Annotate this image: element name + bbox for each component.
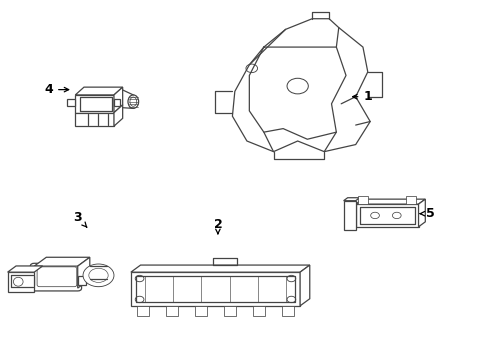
Ellipse shape	[13, 277, 23, 286]
Polygon shape	[67, 99, 75, 106]
Polygon shape	[232, 19, 369, 152]
Bar	[406, 196, 415, 204]
Polygon shape	[78, 276, 86, 284]
Polygon shape	[8, 266, 42, 272]
Polygon shape	[34, 266, 78, 288]
Polygon shape	[75, 113, 114, 126]
Ellipse shape	[128, 95, 138, 108]
Polygon shape	[300, 265, 309, 306]
Text: 1: 1	[352, 90, 371, 103]
Bar	[224, 306, 235, 316]
Bar	[253, 306, 264, 316]
Polygon shape	[114, 87, 122, 113]
Polygon shape	[114, 99, 120, 106]
Ellipse shape	[92, 279, 104, 287]
Ellipse shape	[92, 268, 104, 274]
Polygon shape	[131, 272, 300, 306]
Polygon shape	[355, 199, 425, 204]
Bar	[166, 306, 178, 316]
Polygon shape	[114, 105, 122, 126]
Text: 5: 5	[419, 207, 434, 220]
Text: 4: 4	[44, 83, 68, 96]
Bar	[282, 306, 293, 316]
Polygon shape	[34, 257, 90, 266]
FancyBboxPatch shape	[30, 263, 81, 291]
Ellipse shape	[92, 273, 104, 280]
Polygon shape	[418, 199, 425, 227]
Polygon shape	[75, 87, 122, 95]
Bar	[195, 306, 206, 316]
Polygon shape	[343, 198, 359, 201]
Bar	[137, 306, 148, 316]
Text: 3: 3	[73, 211, 87, 227]
Polygon shape	[75, 95, 114, 113]
Text: 2: 2	[213, 218, 222, 234]
Polygon shape	[8, 272, 34, 292]
Polygon shape	[26, 276, 34, 284]
Polygon shape	[343, 201, 355, 230]
Bar	[357, 196, 367, 204]
Polygon shape	[78, 257, 90, 288]
Circle shape	[83, 264, 114, 287]
Polygon shape	[355, 204, 418, 227]
Polygon shape	[131, 265, 309, 272]
